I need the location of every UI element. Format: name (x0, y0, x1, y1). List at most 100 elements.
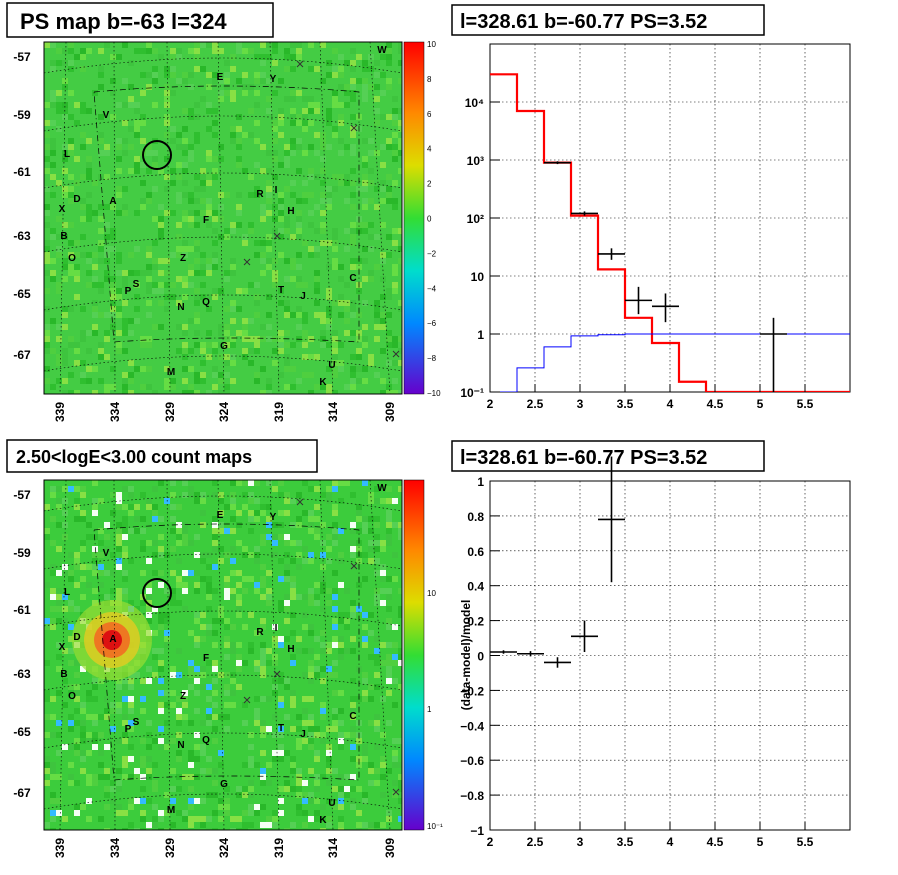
map-pixel (350, 306, 356, 312)
map-pixel (56, 600, 62, 606)
map-pixel (290, 342, 296, 348)
map-pixel (188, 750, 194, 756)
map-pixel (116, 210, 122, 216)
map-pixel (44, 696, 50, 702)
map-pixel (206, 222, 212, 228)
map-pixel (374, 636, 380, 642)
map-pixel (392, 336, 398, 342)
map-pixel (260, 780, 266, 786)
map-pixel (284, 570, 290, 576)
lat-line (44, 355, 402, 372)
map-pixel (236, 606, 242, 612)
map-pixel (314, 300, 320, 306)
map-pixel (104, 804, 110, 810)
map-pixel (272, 642, 278, 648)
map-pixel (122, 138, 128, 144)
map-pixel (98, 288, 104, 294)
map-pixel (356, 738, 362, 744)
map-pixel (176, 132, 182, 138)
map-pixel (104, 828, 110, 830)
map-pixel (350, 732, 356, 738)
map-pixel (176, 192, 182, 198)
map-pixel (80, 48, 86, 54)
map-pixel (212, 588, 218, 594)
map-pixel (398, 150, 402, 156)
map-pixel (380, 252, 386, 258)
map-pixel (302, 648, 308, 654)
map-pixel (176, 576, 182, 582)
map-pixel (350, 150, 356, 156)
map-pixel (326, 144, 332, 150)
map-pixel (230, 138, 236, 144)
map-pixel (248, 804, 254, 810)
map-pixel (248, 732, 254, 738)
map-pixel (44, 144, 50, 150)
map-pixel (266, 264, 272, 270)
map-pixel (224, 702, 230, 708)
map-pixel (260, 750, 266, 756)
map-pixel (278, 120, 284, 126)
map-pixel (302, 594, 308, 600)
map-pixel (68, 60, 74, 66)
map-pixel (104, 768, 110, 774)
map-pixel (356, 516, 362, 522)
map-pixel (308, 558, 314, 564)
map-pixel (314, 786, 320, 792)
map-pixel (92, 564, 98, 570)
map-pixel (392, 642, 398, 648)
map-pixel (374, 72, 380, 78)
map-pixel (176, 48, 182, 54)
map-pixel (128, 696, 134, 702)
map-pixel (92, 552, 98, 558)
map-pixel (392, 624, 398, 630)
map-pixel (164, 552, 170, 558)
map-pixel (176, 504, 182, 510)
map-pixel (374, 264, 380, 270)
lon-label: 334 (108, 838, 122, 858)
map-pixel (164, 102, 170, 108)
map-pixel (86, 816, 92, 822)
map-pixel (392, 390, 398, 394)
map-pixel (50, 828, 56, 830)
map-pixel (170, 546, 176, 552)
map-pixel (332, 366, 338, 372)
map-pixel (200, 66, 206, 72)
spectrum-ytick-label: 10⁻¹ (460, 386, 484, 400)
map-pixel (326, 318, 332, 324)
map-pixel (110, 708, 116, 714)
map-pixel (104, 534, 110, 540)
map-pixel (296, 138, 302, 144)
map-pixel (398, 528, 402, 534)
map-pixel (332, 480, 338, 486)
title-top-right: l=328.61 b=-60.77 PS=3.52 (451, 4, 765, 36)
map-pixel (194, 42, 200, 48)
map-pixel (188, 366, 194, 372)
map-pixel (176, 774, 182, 780)
map-pixel (380, 822, 386, 828)
map-pixel (92, 534, 98, 540)
map-pixel (368, 528, 374, 534)
map-pixel (356, 54, 362, 60)
map-pixel (260, 576, 266, 582)
map-pixel (74, 120, 80, 126)
map-pixel (44, 756, 50, 762)
map-pixel (110, 114, 116, 120)
map-pixel (212, 348, 218, 354)
map-pixel (128, 822, 134, 828)
ps-map-target-circle (142, 140, 172, 170)
map-pixel (278, 810, 284, 816)
map-pixel (260, 270, 266, 276)
map-pixel (326, 384, 332, 390)
map-pixel (350, 330, 356, 336)
map-pixel (326, 294, 332, 300)
map-pixel (182, 342, 188, 348)
map-pixel (56, 654, 62, 660)
map-pixel (380, 696, 386, 702)
map-pixel (398, 786, 402, 792)
map-pixel (392, 756, 398, 762)
map-pixel (50, 192, 56, 198)
map-pixel (212, 516, 218, 522)
map-pixel (386, 60, 392, 66)
map-pixel (128, 126, 134, 132)
map-pixel (338, 54, 344, 60)
